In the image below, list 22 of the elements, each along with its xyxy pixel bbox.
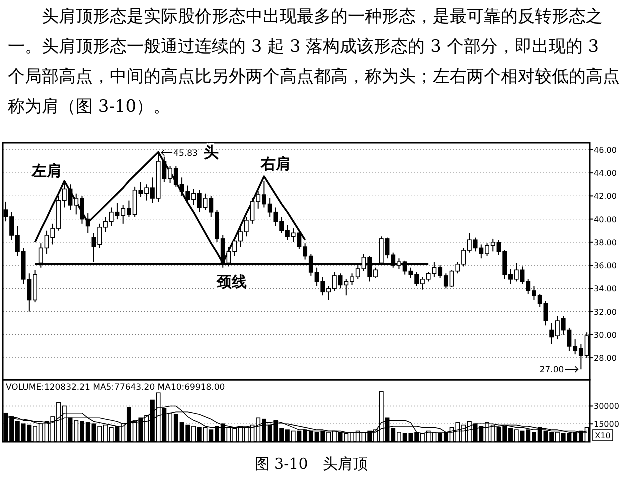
y-tick-label: 34.00 bbox=[594, 284, 617, 294]
chart-title: VOLUME:120832.21 MA5:77643.20 MA10:69918.00 bbox=[6, 383, 226, 393]
annotation: 45.83 bbox=[174, 148, 198, 159]
annotation: 头 bbox=[204, 144, 219, 162]
caption: 图 3-10 头肩顶 bbox=[254, 455, 370, 474]
y-tick-label: 28.00 bbox=[594, 354, 617, 364]
y-tick-label: 44.00 bbox=[594, 169, 617, 178]
y-tick-label: 38.00 bbox=[594, 238, 617, 248]
annotation: 右肩 bbox=[260, 155, 291, 174]
y-tick-label: 30.00 bbox=[594, 330, 617, 340]
y-tick-label: 46.00 bbox=[594, 146, 617, 155]
text: 头肩顶形态是实际股价形态中出现最多的一种形态，是最可靠的反转形态之一。头肩顶形态一般通过连续的 3 起 3 落构成该形态的 3 个部分，即出现的 3 个局部高点，中间的高点比另外两个高点都高，称为头；左右两个相对较低的高点称为肩（图 3-10）。 bbox=[8, 6, 620, 119]
text: X10 bbox=[595, 432, 611, 440]
y-tick-label: 36.00 bbox=[594, 262, 617, 271]
y-tick-label: 15000 bbox=[594, 420, 620, 430]
annotation: 左肩 bbox=[31, 162, 62, 180]
annotation: 27.00 bbox=[540, 366, 564, 376]
annotation: 颈线 bbox=[216, 272, 247, 291]
y-tick-label: 32.00 bbox=[594, 308, 617, 317]
y-tick-label: 30000 bbox=[594, 402, 620, 412]
y-tick-label: 42.00 bbox=[594, 192, 617, 202]
y-tick-label: 40.00 bbox=[594, 215, 617, 224]
